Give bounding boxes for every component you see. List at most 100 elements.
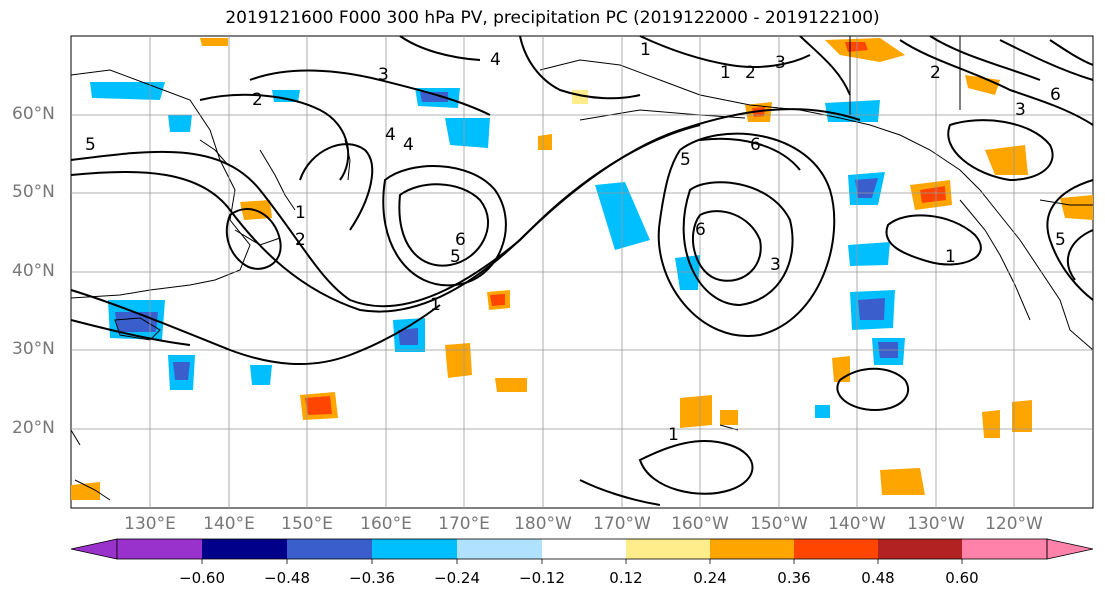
colorbar-tick-label: 0.48: [861, 569, 895, 587]
precip-negative-area: [858, 298, 885, 320]
colorbar-segment: [794, 539, 878, 559]
precip-negative-area: [445, 118, 490, 148]
lat-label: 20°N: [12, 418, 55, 438]
colorbar-tick-label: −0.12: [519, 569, 565, 587]
precip-positive-area: [965, 75, 1000, 95]
lon-label: 180°W: [514, 514, 572, 534]
precip-positive-area: [200, 38, 228, 46]
precip-positive-area: [1060, 195, 1093, 220]
precip-negative-area: [398, 328, 418, 345]
lon-label: 150°E: [281, 514, 333, 534]
colorbar-segment: [457, 539, 542, 559]
contour-label: 1: [945, 247, 956, 267]
lon-label: 140°W: [828, 514, 886, 534]
colorbar-segment: [117, 539, 202, 559]
colorbar-tick-label: −0.48: [264, 569, 310, 587]
precip-negative-area: [90, 82, 165, 100]
precip-positive-area: [985, 145, 1028, 175]
precip-negative-area: [173, 362, 190, 380]
precip-positive-area: [538, 134, 552, 150]
lon-label: 170°W: [593, 514, 651, 534]
precip-positive-area: [680, 395, 712, 428]
colorbar-segment: [626, 539, 710, 559]
colorbar-tick-label: 0.60: [945, 569, 979, 587]
colorbar-segment: [710, 539, 794, 559]
contour-label: 5: [85, 135, 96, 155]
lon-label: 130°W: [907, 514, 965, 534]
precip-negative-area: [825, 100, 880, 122]
contour-label: 1: [295, 203, 306, 223]
precip-shading: [71, 38, 1093, 500]
colorbar-tick-label: −0.36: [349, 569, 395, 587]
contour-label: 5: [450, 247, 461, 267]
contour-label: 5: [1055, 230, 1066, 250]
contour-label: 6: [750, 135, 761, 155]
precip-positive-area: [845, 42, 868, 52]
precip-positive-area: [71, 482, 100, 500]
precip-positive-area: [490, 294, 505, 306]
precip-positive-area: [920, 186, 946, 203]
precip-positive-area: [880, 468, 925, 495]
contour-label: 1: [640, 40, 651, 60]
lat-label: 40°N: [12, 261, 55, 281]
colorbar-segment: [287, 539, 372, 559]
colorbar-tick-label: −0.24: [434, 569, 480, 587]
contour-label: 2: [295, 230, 306, 250]
lon-label: 160°E: [360, 514, 412, 534]
colorbar-tick-label: 0.36: [777, 569, 811, 587]
lat-label: 50°N: [12, 182, 55, 202]
colorbar-extend-low: [70, 538, 118, 560]
precip-positive-area: [305, 396, 332, 415]
colorbar-tick-label: 0.12: [609, 569, 643, 587]
colorbar-tick-label: 0.24: [693, 569, 727, 587]
colorbar-extend-high: [1046, 538, 1094, 560]
precip-negative-area: [272, 90, 300, 102]
lon-label: 170°E: [438, 514, 490, 534]
precip-negative-area: [420, 92, 448, 102]
lat-label: 30°N: [12, 339, 55, 359]
precip-negative-area: [115, 312, 158, 332]
contour-label: 3: [1015, 100, 1026, 120]
contour-label: 3: [770, 255, 781, 275]
contour-label: 4: [490, 50, 501, 70]
precip-negative-area: [848, 242, 890, 266]
precip-positive-area: [1012, 400, 1032, 432]
lon-label: 150°W: [750, 514, 808, 534]
precip-negative-area: [815, 405, 830, 418]
colorbar-segment: [962, 539, 1047, 559]
contour-label: 2: [745, 63, 756, 83]
precip-negative-area: [675, 255, 700, 290]
graticule: [71, 36, 1093, 508]
contour-label: 5: [680, 150, 691, 170]
lon-label: 160°W: [671, 514, 729, 534]
precip-positive-area: [720, 410, 738, 425]
colorbar-segment: [878, 539, 962, 559]
lat-label: 60°N: [12, 104, 55, 124]
lon-label: 120°W: [985, 514, 1043, 534]
contour-label: 6: [455, 230, 466, 250]
precip-negative-area: [595, 182, 650, 250]
contour-label: 6: [695, 220, 706, 240]
precip-positive-area: [982, 410, 1000, 438]
pv-contours: [70, 35, 1094, 506]
colorbar: [70, 538, 1094, 564]
lon-label: 140°E: [203, 514, 255, 534]
colorbar-segment: [202, 539, 287, 559]
contour-label: 3: [775, 53, 786, 73]
colorbar-segment: [542, 539, 626, 559]
precip-negative-area: [168, 115, 192, 132]
contour-label: 4: [385, 125, 396, 145]
contour-label: 6: [1050, 85, 1061, 105]
lon-label: 130°E: [124, 514, 176, 534]
precip-negative-area: [250, 365, 272, 385]
contour-label: 2: [930, 63, 941, 83]
precip-positive-area: [445, 343, 472, 378]
contour-label: 1: [720, 63, 731, 83]
contour-label: 2: [252, 90, 263, 110]
colorbar-tick-label: −0.60: [179, 569, 225, 587]
contour-label: 1: [668, 425, 679, 445]
colorbar-segment: [372, 539, 457, 559]
contour-label: 4: [403, 135, 414, 155]
contour-label: 1: [430, 295, 441, 315]
